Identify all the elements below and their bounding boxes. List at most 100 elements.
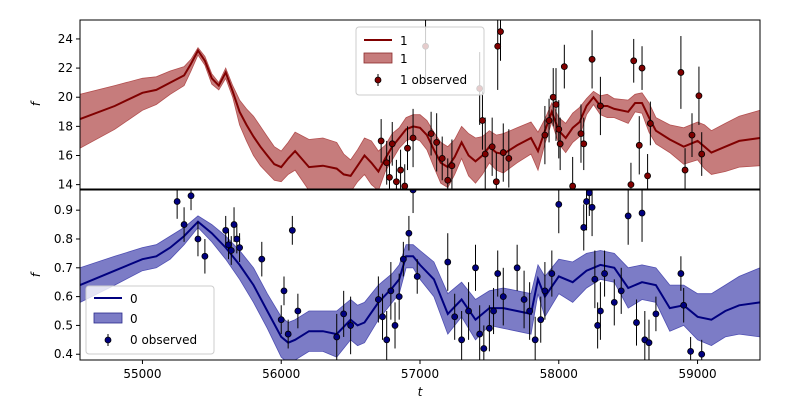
bottom-y-tick-label: 0.5 — [54, 318, 73, 332]
top-observed-point — [698, 150, 706, 158]
top-observed-point — [386, 173, 393, 181]
top-legend-box — [355, 26, 485, 96]
x-tick-label: 55000 — [123, 367, 161, 381]
bottom-observed-point — [222, 226, 230, 234]
bottom-observed-point — [409, 190, 417, 194]
bottom-observed-point — [485, 324, 493, 332]
top-observed-point — [494, 42, 502, 50]
top-observed-point — [505, 155, 513, 162]
bottom-observed-point — [476, 330, 484, 338]
bottom-observed-point — [591, 275, 599, 283]
top-y-tick-label: 16 — [58, 148, 73, 162]
bottom-y-tick-label: 0.7 — [54, 261, 73, 275]
bottom-observed-point — [173, 198, 181, 205]
top-plot-area — [80, 20, 760, 189]
bottom-observed-point — [585, 190, 593, 197]
bottom-plot-area — [80, 190, 760, 360]
bottom-confidence-band — [80, 215, 760, 360]
top-observed-point — [549, 93, 557, 101]
top-observed-point — [409, 134, 417, 142]
top-legend-marker-swatch — [374, 76, 382, 84]
bottom-x-ticks: 55000 56000 57000 58000 59000 — [123, 360, 717, 381]
bottom-observed-point — [472, 264, 479, 272]
top-observed-point — [481, 150, 489, 158]
top-observed-point — [497, 28, 504, 36]
bottom-observed-point — [633, 319, 640, 326]
top-observed-point — [577, 130, 585, 138]
bottom-panel: 0.40.50.60.70.80.9 55000 56000 57000 58000 5… — [29, 189, 761, 399]
bottom-observed-point — [583, 198, 590, 205]
top-observed-point — [677, 69, 685, 76]
bottom-observed-point — [555, 201, 563, 208]
bottom-observed-point — [225, 241, 232, 249]
top-observed-point — [580, 140, 588, 148]
top-observed-point — [627, 181, 635, 189]
bottom-observed-point — [284, 330, 292, 338]
bottom-mean-line — [80, 220, 760, 344]
top-y-tick-label: 22 — [58, 61, 73, 75]
bottom-observed-point — [624, 212, 632, 220]
bottom-observed-point — [288, 226, 296, 234]
bottom-observed-point — [677, 270, 685, 277]
bottom-observed-point — [379, 313, 386, 321]
bottom-observed-point — [258, 255, 266, 263]
bottom-observed-point — [645, 339, 653, 347]
bottom-legend-line-label: 0 — [130, 292, 138, 306]
top-observed-point — [541, 131, 549, 139]
top-legend-line-label: 1 — [400, 34, 408, 48]
bottom-observed-point — [638, 209, 646, 217]
bottom-observed-point — [580, 224, 588, 231]
bottom-observed-point — [499, 293, 507, 301]
top-observed-point — [681, 166, 689, 174]
bottom-observed-point — [227, 247, 235, 254]
bottom-observed-point — [187, 192, 195, 200]
bottom-observed-point — [180, 221, 188, 228]
top-observed-point — [555, 125, 563, 133]
top-observed-point — [479, 117, 486, 124]
bottom-observed-point — [458, 336, 466, 344]
top-observed-point — [560, 63, 568, 71]
bottom-observed-point — [548, 270, 556, 277]
bottom-observed-point — [597, 307, 604, 315]
bottom-observed-point — [444, 258, 452, 266]
x-tick-label: 57000 — [401, 367, 439, 381]
top-observed-point — [427, 130, 435, 138]
bottom-observed-point — [465, 307, 472, 315]
bottom-observed-point — [687, 347, 695, 355]
bottom-observed-point — [333, 333, 341, 341]
top-observed-point — [433, 138, 441, 146]
bottom-observed-point — [490, 307, 497, 315]
bottom-observed-point — [399, 255, 407, 263]
bottom-y-tick-label: 0.4 — [54, 347, 73, 361]
bottom-legend-band-swatch — [93, 312, 123, 324]
top-observed-point — [695, 92, 703, 100]
bottom-observed-point — [451, 313, 459, 321]
top-y-tick-label: 14 — [58, 178, 73, 192]
x-axis-label: t — [418, 385, 424, 399]
x-tick-label: 59000 — [678, 367, 716, 381]
bottom-observed-point — [391, 322, 399, 329]
top-observed-point — [545, 117, 553, 124]
top-observed-point — [404, 144, 411, 152]
bottom-observed-point — [480, 345, 488, 352]
top-legend-band-swatch — [363, 52, 393, 64]
top-observed-point — [377, 137, 385, 145]
top-observed-point — [444, 176, 452, 184]
bottom-y-tick-label: 0.8 — [54, 232, 73, 246]
bottom-observed-point — [201, 252, 209, 260]
bottom-y-axis-label: f — [29, 271, 43, 277]
top-observed-point — [597, 102, 604, 110]
bottom-observed-point — [513, 264, 521, 272]
top-observed-point — [383, 159, 391, 167]
top-observed-point — [556, 140, 564, 148]
top-observed-point — [401, 182, 409, 189]
bottom-observed-point — [413, 273, 421, 280]
top-observed-point — [638, 64, 646, 72]
bottom-legend-band-label: 0 — [130, 312, 138, 326]
top-axes-frame — [79, 19, 761, 190]
bottom-observed-point — [494, 270, 502, 277]
bottom-observed-point — [652, 310, 660, 318]
bottom-observed-point — [236, 244, 243, 252]
top-observed-point — [635, 141, 643, 149]
